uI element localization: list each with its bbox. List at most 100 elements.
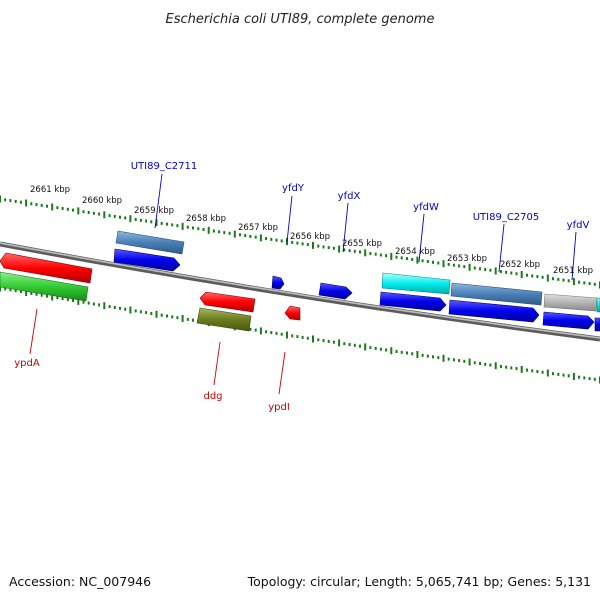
- minor-tick: [35, 292, 38, 296]
- gene-edge-blue-feature[interactable]: [594, 317, 600, 332]
- minor-tick: [437, 356, 440, 360]
- gene-label-yfdV[interactable]: yfdV: [567, 220, 590, 231]
- gene-ypdB-feature[interactable]: [0, 271, 89, 302]
- gene-gray-feature[interactable]: [543, 293, 598, 312]
- gene-label-yfdY[interactable]: yfdY: [282, 183, 305, 194]
- minor-tick: [275, 238, 278, 242]
- minor-tick: [306, 336, 309, 340]
- position-label: 2655 kbp: [342, 239, 382, 249]
- minor-tick: [505, 270, 508, 274]
- minor-tick: [379, 347, 382, 351]
- minor-tick: [432, 355, 434, 359]
- gene-label-ypdI[interactable]: ypdI: [268, 402, 290, 413]
- minor-tick: [98, 212, 101, 216]
- minor-tick: [531, 274, 534, 278]
- minor-tick: [108, 214, 111, 218]
- position-label: 2661 kbp: [30, 185, 70, 195]
- minor-tick: [166, 314, 168, 318]
- minor-tick: [145, 311, 148, 315]
- minor-tick: [46, 294, 48, 298]
- minor-tick: [160, 313, 163, 317]
- minor-tick: [134, 218, 137, 221]
- major-tick: [520, 271, 523, 278]
- major-tick: [207, 226, 210, 234]
- major-tick: [181, 315, 184, 322]
- minor-tick: [113, 214, 116, 218]
- minor-tick: [473, 266, 476, 270]
- gene-label-utI89-c2705[interactable]: UTI89_C2705: [473, 212, 540, 223]
- gene-ddg-feature[interactable]: [199, 291, 256, 313]
- gene-utI89-c2711-feature[interactable]: [115, 230, 185, 255]
- major-tick: [572, 373, 575, 380]
- minor-tick: [171, 315, 174, 319]
- minor-tick: [46, 204, 48, 208]
- minor-tick: [202, 228, 205, 231]
- minor-tick: [489, 363, 492, 367]
- gene-ypdA-feature[interactable]: [0, 252, 93, 284]
- gene-label-ypdA[interactable]: ypdA: [14, 358, 40, 369]
- minor-tick: [353, 343, 356, 347]
- gene-yfdU-feature[interactable]: [379, 291, 447, 312]
- minor-tick: [228, 231, 231, 235]
- minor-tick: [270, 331, 273, 335]
- minor-tick: [92, 211, 95, 215]
- position-label: 2656 kbp: [290, 232, 330, 242]
- minor-tick: [66, 207, 69, 211]
- major-tick: [51, 293, 54, 301]
- forward-gene-track: [113, 230, 600, 332]
- minor-tick: [374, 252, 377, 256]
- gene-label-utI89-c2711[interactable]: UTI89_C2711: [131, 161, 198, 172]
- gene-ypdI-feature[interactable]: [284, 305, 301, 321]
- gene-olive-feature[interactable]: [196, 307, 252, 332]
- minor-tick: [426, 260, 429, 263]
- minor-tick: [447, 357, 450, 361]
- gene-yfdW-feature[interactable]: [318, 282, 353, 300]
- minor-tick: [56, 206, 59, 210]
- gene-utI89-c2706-feature[interactable]: [381, 272, 451, 295]
- minor-tick: [463, 359, 466, 363]
- position-label: 2660 kbp: [82, 196, 122, 206]
- major-tick: [155, 310, 158, 318]
- gene-yfdY-feature[interactable]: [113, 248, 181, 272]
- gene-label-ddg[interactable]: ddg: [203, 391, 222, 402]
- minor-tick: [317, 244, 320, 248]
- minor-tick: [98, 303, 101, 307]
- minor-tick: [484, 268, 487, 271]
- minor-tick: [567, 279, 570, 283]
- minor-tick: [322, 339, 325, 343]
- minor-tick: [374, 346, 377, 350]
- gene-utI89-c2705-feature[interactable]: [450, 282, 543, 306]
- gene-yfdX-feature[interactable]: [271, 275, 285, 290]
- minor-tick: [343, 342, 346, 346]
- minor-tick: [327, 339, 330, 343]
- minor-tick: [150, 220, 153, 224]
- minor-tick: [411, 352, 414, 356]
- minor-tick: [505, 365, 508, 369]
- gene-edge-cyan-feature[interactable]: [596, 297, 600, 313]
- minor-tick: [134, 309, 137, 313]
- gene-label-yfdW[interactable]: yfdW: [413, 202, 439, 213]
- minor-tick: [557, 277, 560, 281]
- gene-yfdT-feature[interactable]: [448, 299, 540, 323]
- major-tick: [77, 207, 80, 215]
- minor-tick: [526, 368, 528, 372]
- minor-tick: [385, 348, 388, 352]
- major-tick: [546, 274, 549, 282]
- accession-text: Accession: NC_007946: [9, 574, 151, 589]
- minor-tick: [124, 307, 127, 311]
- major-tick: [364, 343, 367, 351]
- major-tick: [468, 358, 471, 366]
- minor-tick: [291, 240, 294, 244]
- minor-tick: [426, 354, 429, 358]
- position-label: 2659 kbp: [134, 206, 174, 216]
- major-tick: [416, 351, 419, 358]
- minor-tick: [343, 248, 346, 252]
- minor-tick: [458, 264, 461, 268]
- minor-tick: [249, 327, 252, 331]
- position-label: 2654 kbp: [395, 247, 435, 257]
- gene-yfdV-feature[interactable]: [542, 311, 595, 330]
- major-tick: [494, 362, 497, 370]
- minor-tick: [541, 370, 544, 374]
- gene-label-yfdX[interactable]: yfdX: [338, 191, 361, 202]
- major-tick: [51, 203, 54, 211]
